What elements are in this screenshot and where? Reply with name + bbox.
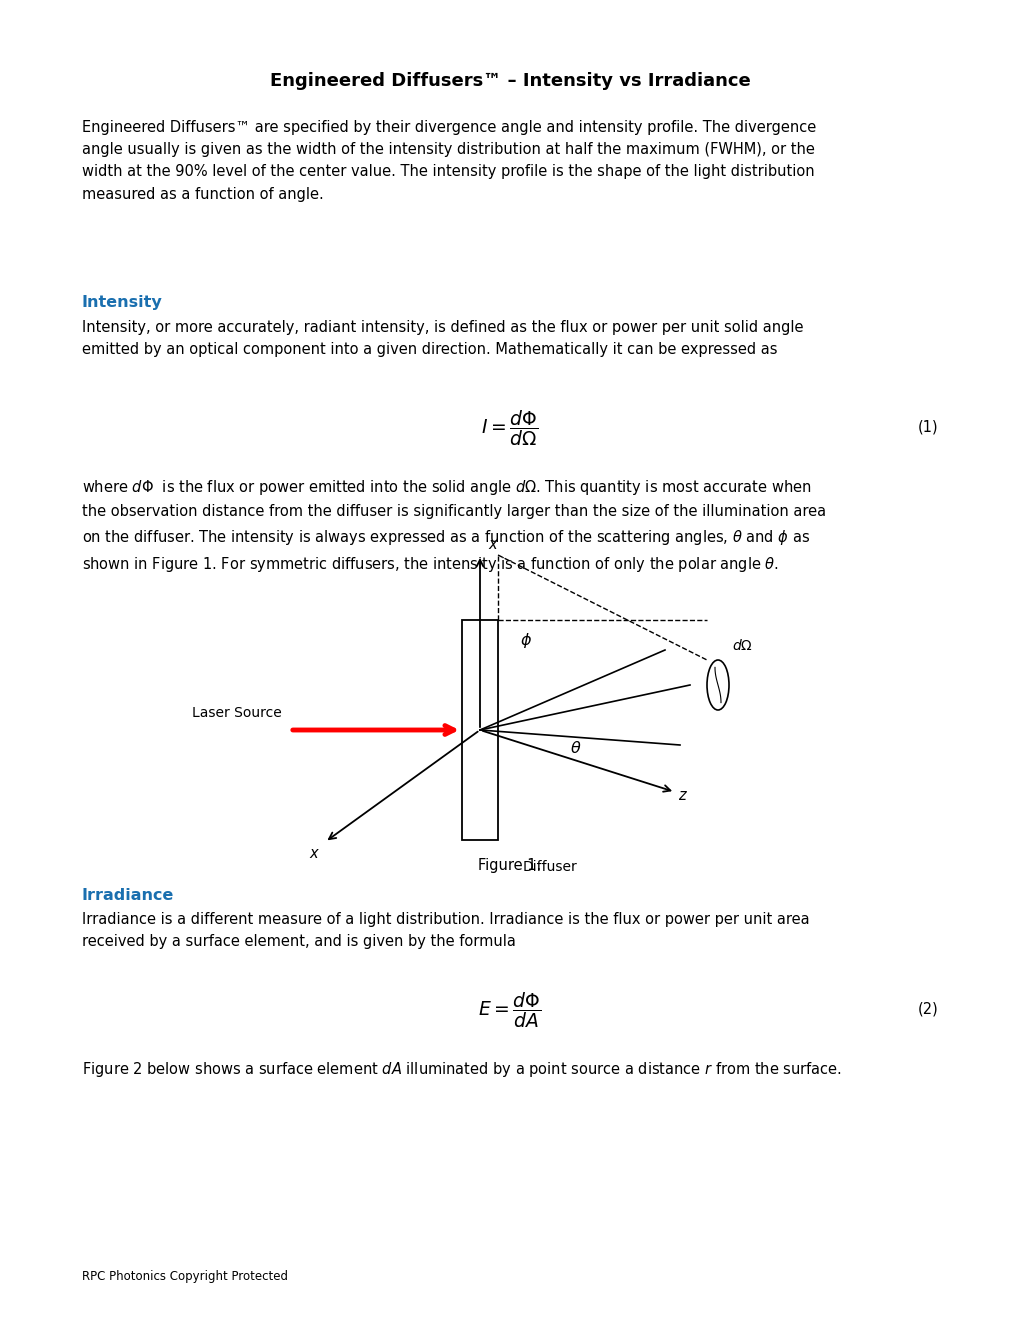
Text: RPC Photonics Copyright Protected: RPC Photonics Copyright Protected (82, 1270, 287, 1283)
Text: $x$: $x$ (309, 846, 320, 861)
Text: where $d\Phi$  is the flux or power emitted into the solid angle $d\Omega$. This: where $d\Phi$ is the flux or power emitt… (82, 478, 825, 574)
Text: $d\Omega$: $d\Omega$ (732, 638, 752, 653)
Text: Engineered Diffusers™ are specified by their divergence angle and intensity prof: Engineered Diffusers™ are specified by t… (82, 120, 815, 202)
Text: Diffuser: Diffuser (522, 861, 577, 874)
Text: Irradiance: Irradiance (82, 888, 174, 903)
Text: Irradiance is a different measure of a light distribution. Irradiance is the flu: Irradiance is a different measure of a l… (82, 912, 808, 949)
Text: $I = \dfrac{d\Phi}{d\Omega}$: $I = \dfrac{d\Phi}{d\Omega}$ (481, 408, 538, 447)
Text: $\theta$: $\theta$ (570, 741, 581, 756)
Text: $\phi$: $\phi$ (520, 631, 532, 649)
Text: Laser Source: Laser Source (192, 706, 281, 719)
Text: Intensity, or more accurately, radiant intensity, is defined as the flux or powe: Intensity, or more accurately, radiant i… (82, 319, 802, 358)
Text: Figure 1.: Figure 1. (478, 858, 541, 873)
Text: (1): (1) (917, 420, 937, 436)
Text: Figure 2 below shows a surface element $dA$ illuminated by a point source a dist: Figure 2 below shows a surface element $… (82, 1060, 841, 1078)
Text: (2): (2) (917, 1002, 937, 1016)
Text: $x$: $x$ (487, 537, 498, 552)
Text: Engineered Diffusers™ – Intensity vs Irradiance: Engineered Diffusers™ – Intensity vs Irr… (269, 73, 750, 90)
Text: $E = \dfrac{d\Phi}{dA}$: $E = \dfrac{d\Phi}{dA}$ (478, 990, 541, 1030)
Text: $z$: $z$ (678, 788, 687, 803)
Text: Intensity: Intensity (82, 294, 162, 310)
